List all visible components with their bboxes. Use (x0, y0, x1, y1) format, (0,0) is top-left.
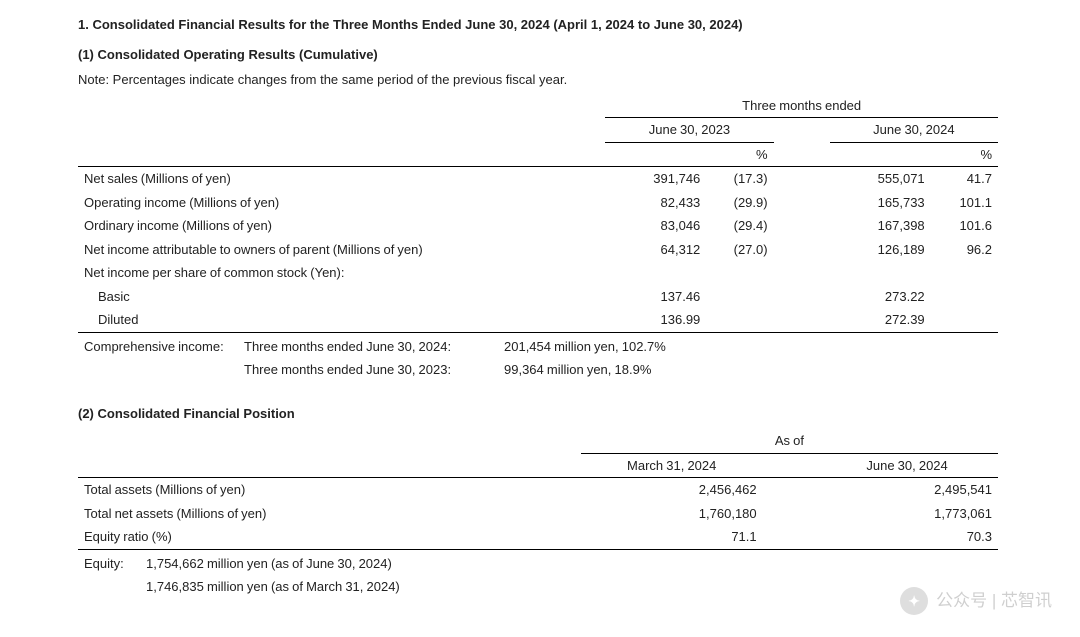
heading-1: 1. Consolidated Financial Results for th… (78, 15, 1020, 35)
row-value: 136.99 (605, 308, 706, 332)
row-pct: (29.4) (706, 214, 773, 238)
comp-label: Comprehensive income: (78, 335, 238, 359)
equity-label: Equity: (78, 552, 140, 576)
table-row: Total net assets (Millions of yen) 1,760… (78, 502, 998, 526)
comp-line1-value: 201,454 million yen, 102.7% (498, 335, 998, 359)
row-label: Operating income (Millions of yen) (78, 191, 605, 215)
row-value: 1,760,180 (581, 502, 763, 526)
comp-line1-label: Three months ended June 30, 2024: (238, 335, 498, 359)
comprehensive-income-block: Comprehensive income: Three months ended… (78, 335, 998, 382)
row-value: 70.3 (816, 525, 998, 549)
row-label: Basic (78, 285, 605, 309)
row-value: 83,046 (605, 214, 706, 238)
col1-header: June 30, 2023 (605, 118, 773, 143)
table-row: Ordinary income (Millions of yen) 83,046… (78, 214, 998, 238)
table-row: Diluted 136.99 272.39 (78, 308, 998, 332)
pos-col2: June 30, 2024 (816, 453, 998, 478)
row-label: Net sales (Millions of yen) (78, 167, 605, 191)
row-value: 165,733 (830, 191, 931, 215)
row-pct: (29.9) (706, 191, 773, 215)
per-share-header: Net income per share of common stock (Ye… (78, 261, 998, 285)
row-pct: 41.7 (931, 167, 998, 191)
row-pct: (17.3) (706, 167, 773, 191)
row-value: 64,312 (605, 238, 706, 262)
table-row: Operating income (Millions of yen) 82,43… (78, 191, 998, 215)
comp-line2-label: Three months ended June 30, 2023: (238, 358, 498, 382)
row-label: Total net assets (Millions of yen) (78, 502, 581, 526)
row-label: Diluted (78, 308, 605, 332)
row-value: 137.46 (605, 285, 706, 309)
table-row: Equity ratio (%) 71.1 70.3 (78, 525, 998, 549)
row-pct: 101.1 (931, 191, 998, 215)
table-row: Net income attributable to owners of par… (78, 238, 998, 262)
super-header: Three months ended (605, 94, 998, 118)
section2-title: (2) Consolidated Financial Position (78, 404, 1020, 424)
row-value: 2,495,541 (816, 478, 998, 502)
financial-position-table: As of March 31, 2024 June 30, 2024 Total… (78, 429, 998, 550)
table-row: Basic 137.46 273.22 (78, 285, 998, 309)
row-label: Equity ratio (%) (78, 525, 581, 549)
row-value: 273.22 (830, 285, 931, 309)
table-row: Total assets (Millions of yen) 2,456,462… (78, 478, 998, 502)
row-label: Net income attributable to owners of par… (78, 238, 605, 262)
row-value: 71.1 (581, 525, 763, 549)
operating-results-table: Three months ended June 30, 2023 June 30… (78, 94, 998, 333)
col2-header: June 30, 2024 (830, 118, 998, 143)
row-pct: (27.0) (706, 238, 773, 262)
equity-block: Equity: 1,754,662 million yen (as of Jun… (78, 552, 998, 599)
row-value: 82,433 (605, 191, 706, 215)
row-value: 272.39 (830, 308, 931, 332)
pos-col1: March 31, 2024 (581, 453, 763, 478)
per-share-header-row: Net income per share of common stock (Ye… (78, 261, 998, 285)
row-value: 1,773,061 (816, 502, 998, 526)
comp-line2-value: 99,364 million yen, 18.9% (498, 358, 998, 382)
row-value: 555,071 (830, 167, 931, 191)
section1-note: Note: Percentages indicate changes from … (78, 70, 1020, 90)
pct-label-2: % (931, 142, 998, 167)
row-pct: 101.6 (931, 214, 998, 238)
row-value: 391,746 (605, 167, 706, 191)
section1-title: (1) Consolidated Operating Results (Cumu… (78, 45, 1020, 65)
equity-line1: 1,754,662 million yen (as of June 30, 20… (140, 552, 998, 576)
row-label: Ordinary income (Millions of yen) (78, 214, 605, 238)
row-label: Total assets (Millions of yen) (78, 478, 581, 502)
pos-super-header: As of (581, 429, 998, 453)
row-value: 167,398 (830, 214, 931, 238)
row-pct: 96.2 (931, 238, 998, 262)
row-value: 126,189 (830, 238, 931, 262)
row-value: 2,456,462 (581, 478, 763, 502)
equity-line2: 1,746,835 million yen (as of March 31, 2… (140, 575, 998, 599)
pct-label-1: % (706, 142, 773, 167)
table-row: Net sales (Millions of yen) 391,746 (17.… (78, 167, 998, 191)
